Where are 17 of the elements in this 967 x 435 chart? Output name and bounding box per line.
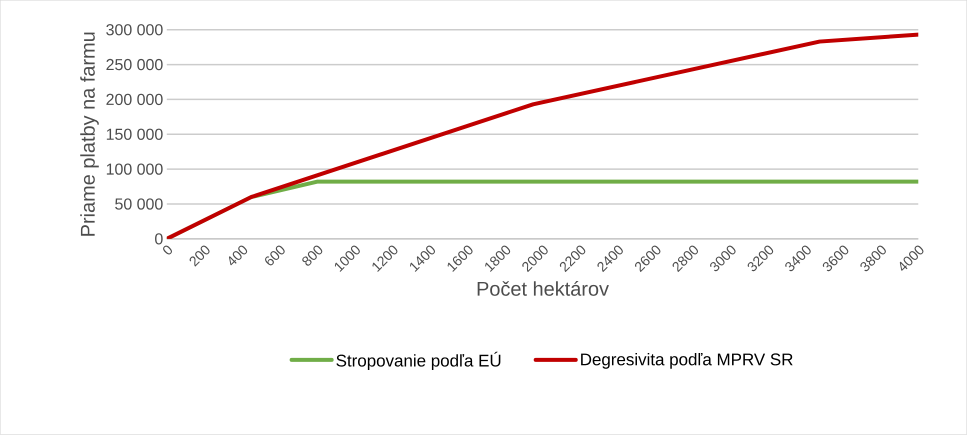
y-axis-title: Priame platby na farmu	[80, 32, 99, 236]
x-tick-label: 0	[163, 246, 172, 255]
legend-label: Degresivita podľa MPRV SR	[581, 353, 793, 369]
x-tick-label: 400	[228, 246, 248, 266]
y-tick-label: 0	[155, 233, 163, 245]
x-tick-label: 200	[190, 246, 210, 267]
legend-label: Stropovanie podľa EÚ	[336, 352, 500, 370]
line-series	[166, 32, 918, 240]
x-axis-title: Počet hektárov	[478, 281, 609, 296]
y-tick-label: 300 000	[106, 24, 163, 36]
y-tick-label: 200 000	[106, 94, 163, 106]
x-tick-label: 600	[265, 246, 285, 266]
x-tick-label: 800	[302, 246, 322, 266]
y-tick-label: 150 000	[106, 128, 163, 140]
y-tick-label: 100 000	[106, 164, 163, 175]
y-tick-label: 50 000	[115, 198, 163, 210]
y-tick-label: 250 000	[106, 59, 163, 70]
